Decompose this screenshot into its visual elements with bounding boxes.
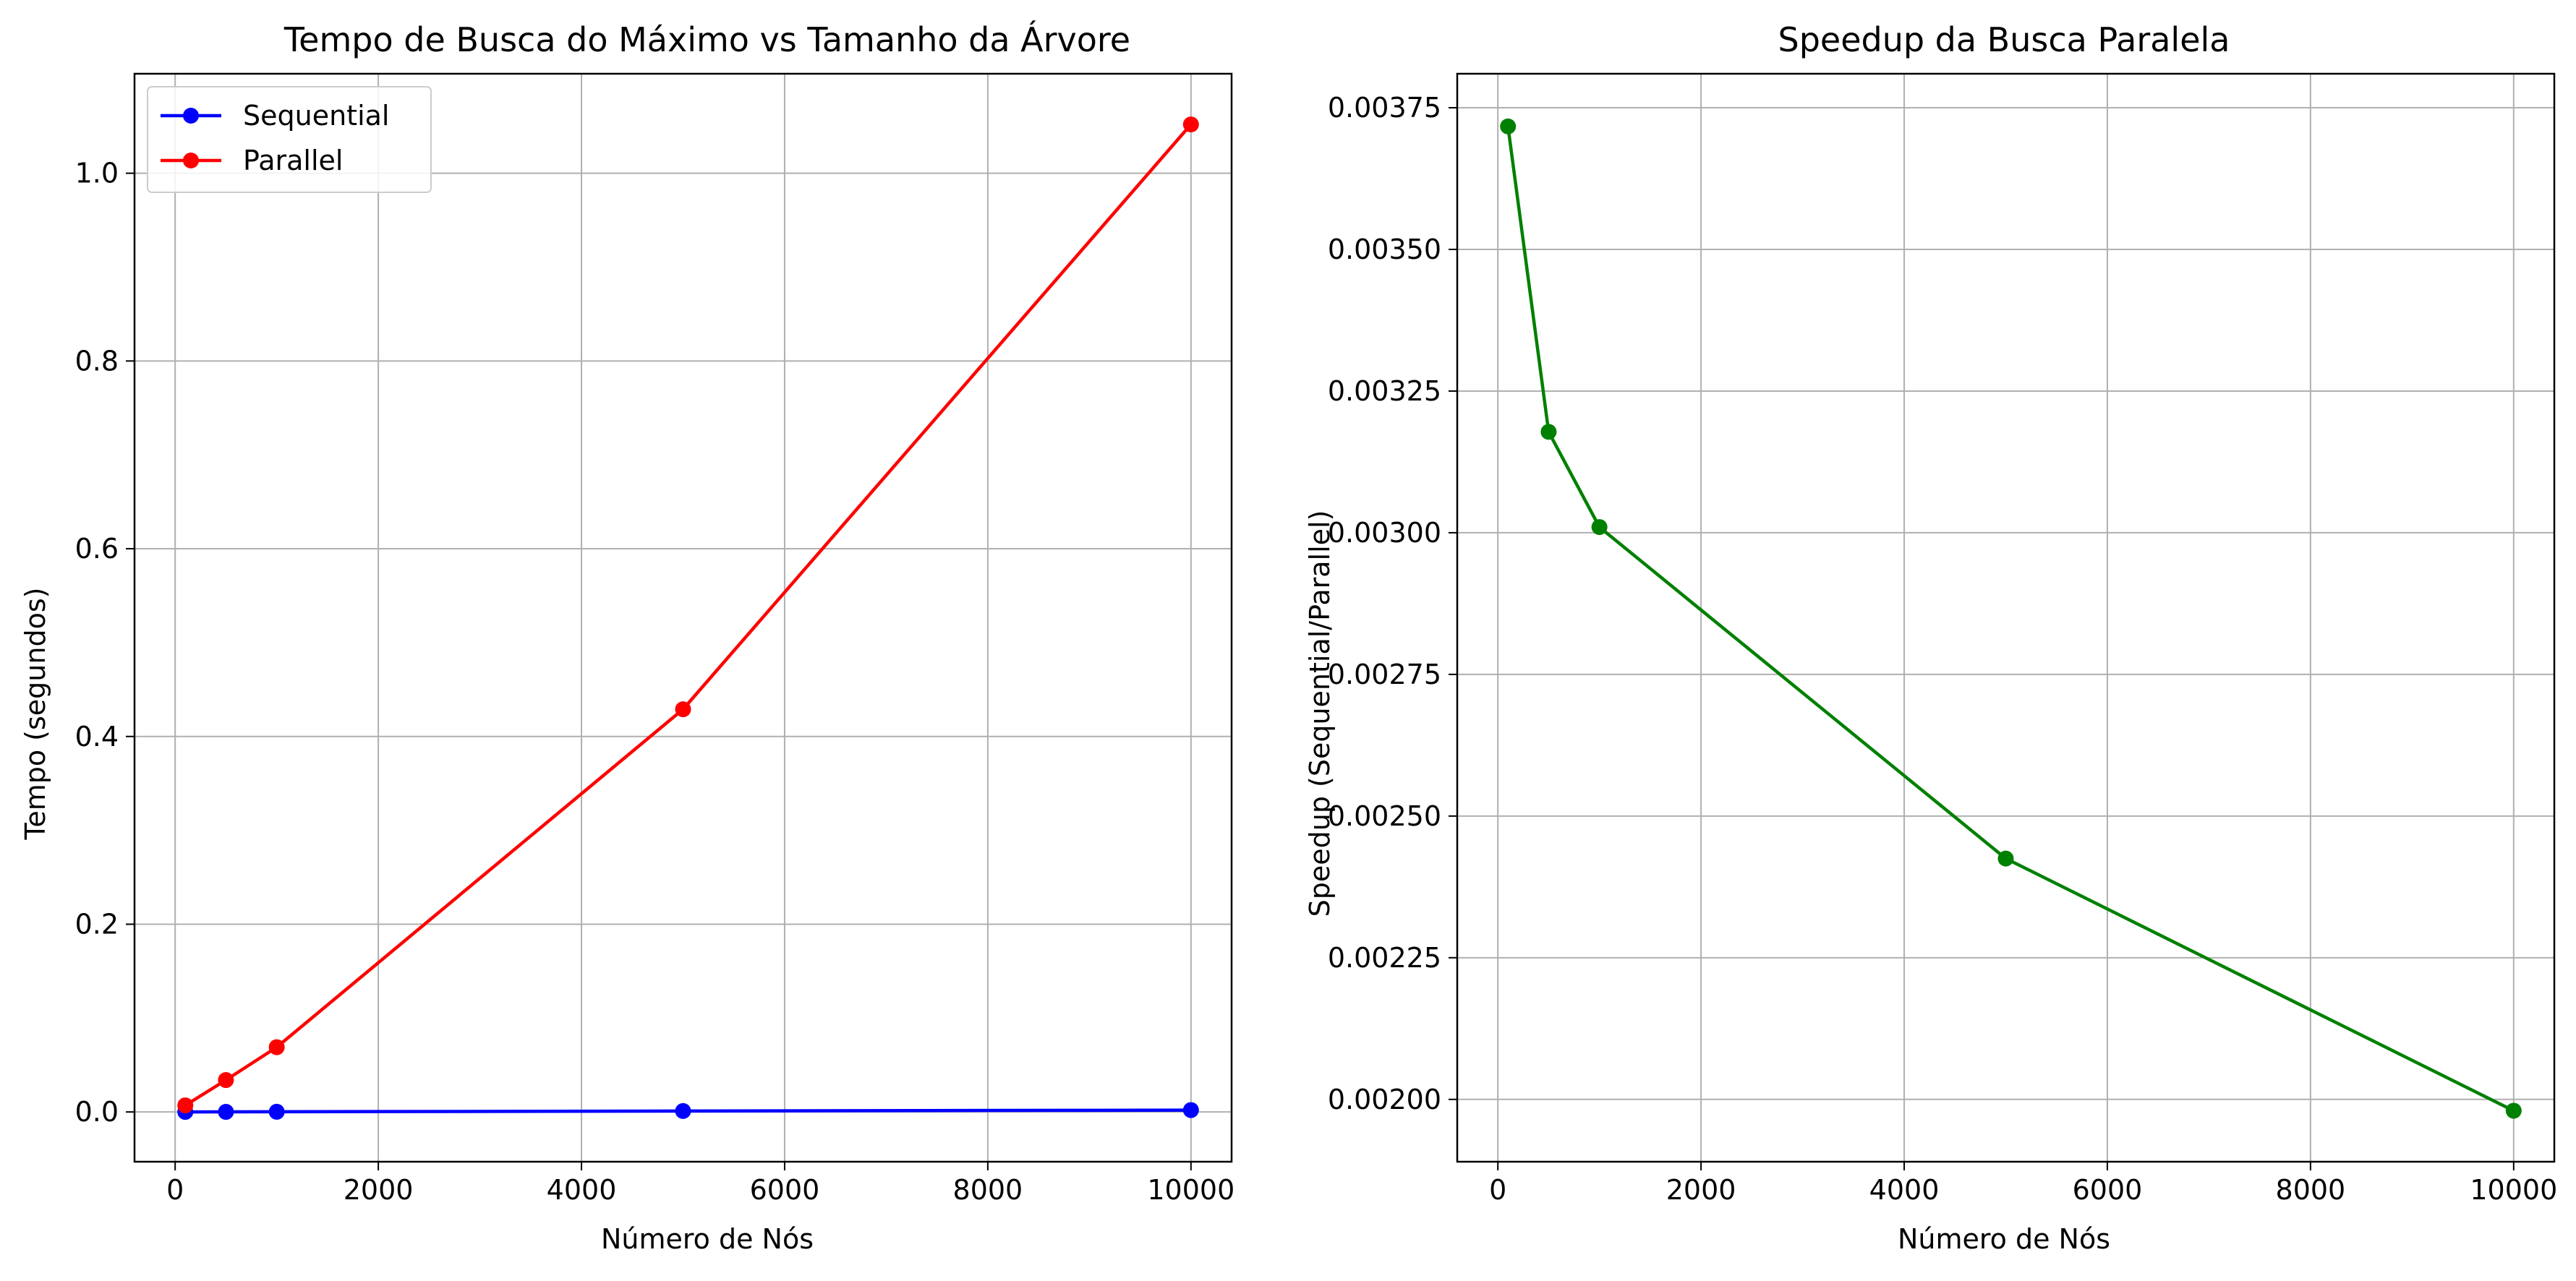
y-axis-ticks: 0.0 0.2 0.4 0.6 0.8 1.0	[75, 158, 135, 1128]
data-point	[2505, 1102, 2522, 1119]
data-point	[675, 1102, 691, 1119]
legend: Sequential Parallel	[147, 86, 432, 193]
data-point	[218, 1104, 234, 1121]
y-tick-label: 0.00375	[1328, 92, 1441, 124]
data-point	[1997, 850, 2014, 867]
x-tick-label: 0	[1489, 1174, 1506, 1206]
y-axis-label: Tempo (segundos)	[20, 588, 51, 841]
y-tick-label: 0.00200	[1328, 1084, 1441, 1115]
y-tick-label: 1.0	[75, 158, 119, 189]
x-tick-label: 6000	[750, 1174, 820, 1206]
data-point	[268, 1103, 285, 1120]
plot-frame	[133, 72, 1233, 1163]
data-point	[218, 1072, 234, 1089]
y-tick-label: 0.0	[75, 1096, 119, 1128]
data-point	[177, 1097, 194, 1114]
chart-speedup: Speedup da Busca Paralela Número de Nós …	[1304, 20, 2557, 1255]
legend-label: Sequential	[243, 100, 389, 132]
y-tick-label: 0.00250	[1328, 800, 1441, 832]
data-point	[1540, 424, 1557, 440]
y-axis-label: Speedup (Sequential/Parallel)	[1304, 510, 1336, 917]
chart-time-vs-size: Tempo de Busca do Máximo vs Tamanho da Á…	[20, 20, 1234, 1255]
legend-label: Parallel	[243, 145, 343, 176]
y-tick-label: 0.6	[75, 533, 119, 565]
y-tick-label: 0.00325	[1328, 375, 1441, 407]
y-tick-label: 0.00350	[1328, 234, 1441, 265]
y-tick-label: 0.2	[75, 908, 119, 940]
x-tick-label: 2000	[1666, 1174, 1736, 1206]
data-point	[1591, 519, 1608, 536]
chart-title: Tempo de Busca do Máximo vs Tamanho da Á…	[283, 20, 1130, 59]
data-point	[1182, 116, 1199, 133]
data-point	[1182, 1102, 1199, 1118]
y-tick-label: 0.8	[75, 345, 119, 377]
series-speedup	[1500, 118, 2522, 1119]
x-tick-label: 10000	[1147, 1174, 1234, 1206]
x-tick-label: 8000	[953, 1174, 1023, 1206]
legend-box	[147, 86, 432, 193]
chart-title: Speedup da Busca Paralela	[1778, 20, 2230, 59]
y-tick-label: 0.00225	[1328, 942, 1441, 974]
x-tick-label: 4000	[547, 1174, 617, 1206]
x-tick-label: 4000	[1869, 1174, 1940, 1206]
x-axis-label: Número de Nós	[601, 1223, 814, 1255]
grid	[1457, 74, 2554, 1162]
x-axis-label: Número de Nós	[1898, 1223, 2110, 1255]
series-line	[1506, 126, 2515, 1113]
legend-marker	[183, 153, 199, 168]
grid	[135, 74, 1232, 1162]
x-tick-label: 10000	[2470, 1174, 2557, 1206]
y-tick-label: 0.00300	[1328, 517, 1441, 549]
x-axis-ticks: 0 2000 4000 6000 8000 10000	[1489, 1162, 2557, 1206]
x-tick-label: 6000	[2073, 1174, 2143, 1206]
plot-frame	[1456, 72, 2556, 1163]
x-tick-label: 0	[166, 1174, 184, 1206]
x-axis-ticks: 0 2000 4000 6000 8000 10000	[166, 1162, 1234, 1206]
data-point	[268, 1039, 285, 1055]
y-axis-ticks: 0.00200 0.00225 0.00250 0.00275 0.00300 0.003…	[1328, 92, 1457, 1115]
y-tick-label: 0.4	[75, 721, 119, 753]
legend-marker	[183, 108, 199, 124]
x-tick-label: 2000	[344, 1174, 414, 1206]
series-line	[184, 123, 1193, 1108]
series-parallel	[177, 116, 1199, 1114]
data-point	[675, 701, 691, 718]
y-tick-label: 0.00275	[1328, 659, 1441, 690]
data-point	[1500, 118, 1517, 134]
x-tick-label: 8000	[2276, 1174, 2346, 1206]
series-sequential	[177, 1102, 1199, 1121]
